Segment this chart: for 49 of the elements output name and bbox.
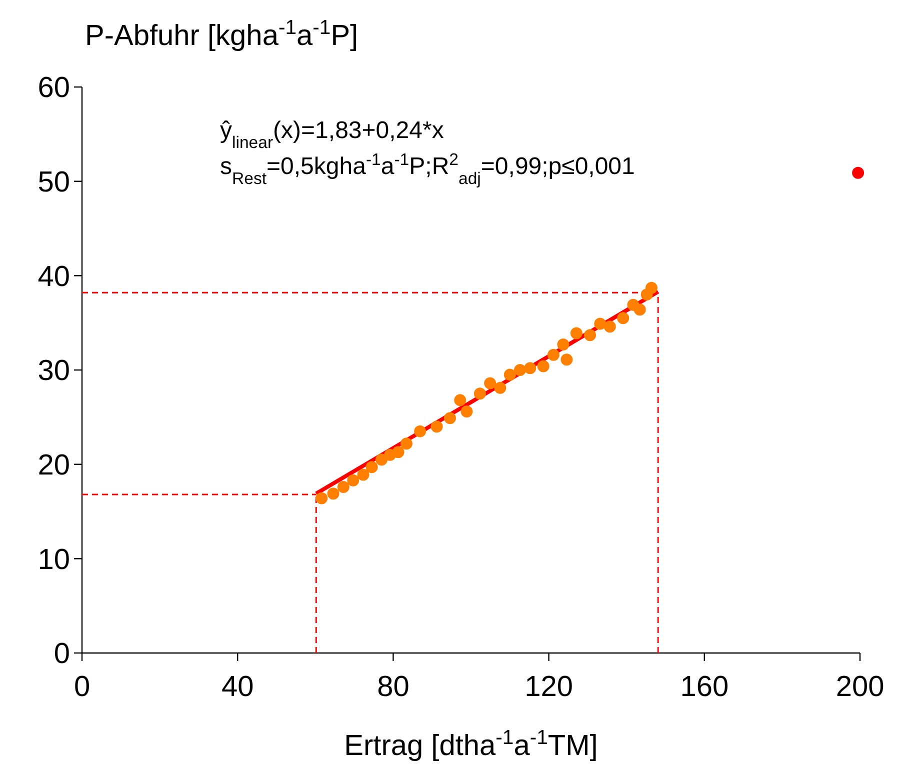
point [337, 480, 350, 493]
y-tick-label: 40 [38, 260, 70, 293]
point [414, 425, 426, 438]
point [366, 461, 378, 474]
x-tick-label: 120 [524, 670, 573, 703]
annotation: ŷ$_{linear}$(x)=1,83+0,24*x [220, 117, 444, 152]
x-tick-label: 200 [836, 670, 884, 703]
point [570, 327, 582, 340]
point [504, 368, 516, 381]
y-tick-label: 20 [38, 449, 70, 482]
point [357, 468, 370, 481]
point [634, 304, 646, 316]
x-tick-label: 0 [74, 670, 90, 703]
text: s$_{Rest}$=0,5kgha$^{-1}$a$^{-1}$P;R$^{2}$$_{adj}$=0,99;p≤0,001 [220, 150, 635, 188]
y-tick-label: 30 [38, 355, 70, 388]
y-axis-title: P-Abfuhr [kgha$^{-1}$a$^{-1}$P] [85, 17, 358, 52]
point [347, 474, 360, 486]
point [604, 320, 616, 333]
x-tick-label: 80 [377, 670, 410, 703]
point [376, 454, 388, 466]
point [460, 406, 473, 418]
point [557, 338, 570, 351]
point [617, 312, 630, 324]
y-tick-label: 50 [38, 166, 70, 198]
y-tick-label: 10 [38, 544, 70, 576]
y-tick-label: 60 [38, 72, 70, 104]
point [484, 377, 496, 390]
x-axis-title: Ertrag [dtha$^{-1}$a$^{-1}$TM] [344, 727, 598, 762]
point [560, 354, 573, 366]
point [494, 382, 506, 394]
point [594, 318, 606, 330]
point [400, 438, 412, 450]
point [547, 348, 560, 361]
x-tick-label: 40 [221, 670, 254, 703]
point [852, 166, 864, 179]
point [537, 360, 550, 372]
point [444, 412, 456, 424]
point [584, 329, 596, 342]
point [316, 492, 328, 504]
x-tick-label: 160 [680, 670, 729, 703]
point [327, 488, 340, 500]
y-tick-label: 0 [54, 638, 70, 670]
point [430, 420, 443, 433]
point [454, 394, 466, 406]
point [524, 362, 536, 374]
point [645, 282, 658, 294]
point [474, 388, 486, 400]
point [514, 364, 526, 376]
point [392, 446, 404, 458]
